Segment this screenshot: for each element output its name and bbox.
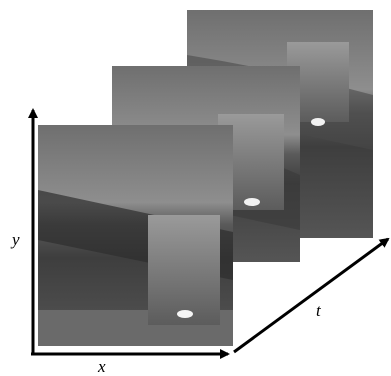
y-label: y — [10, 230, 20, 249]
t-label: t — [316, 301, 322, 320]
diagram: y x t — [0, 0, 391, 376]
frame-front — [38, 125, 233, 346]
x-label: x — [97, 357, 106, 376]
